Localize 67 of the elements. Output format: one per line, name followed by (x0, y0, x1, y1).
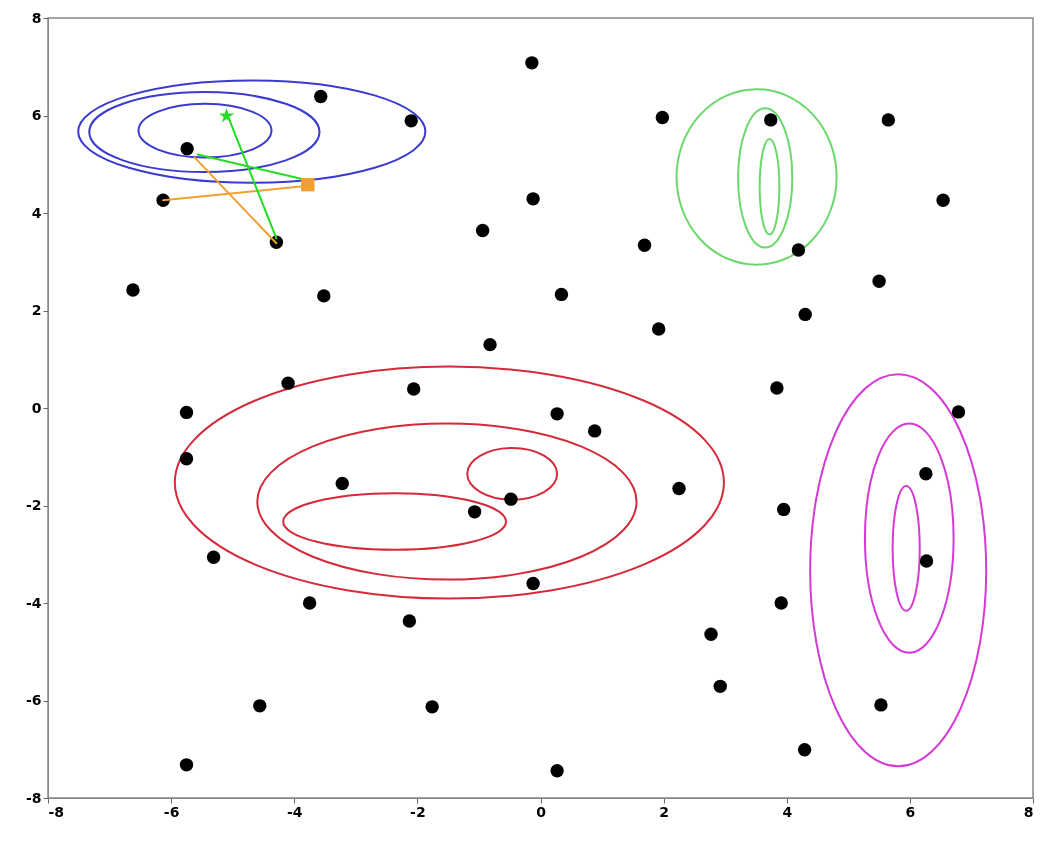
point (301, 178, 315, 192)
point (526, 192, 540, 206)
point (774, 596, 788, 610)
point (483, 337, 497, 352)
x-tick-label: -2 (410, 803, 426, 820)
x-tick-label: 6 (905, 803, 916, 820)
point (872, 274, 886, 288)
point (672, 481, 686, 496)
point (253, 699, 267, 713)
point (798, 307, 812, 322)
point (180, 141, 194, 156)
x-tick-label: -8 (48, 803, 65, 820)
point (704, 627, 718, 641)
point (951, 405, 966, 419)
point (504, 492, 518, 506)
point (335, 476, 349, 491)
point (881, 113, 896, 127)
x-tick-label: -4 (286, 803, 303, 820)
x-tick-label: 8 (1023, 803, 1034, 820)
point (179, 758, 194, 772)
point (206, 550, 221, 564)
x-tick-label: 2 (659, 803, 669, 820)
y-tick-label: 0 (31, 399, 42, 416)
point (791, 243, 806, 257)
y-tick-label: 2 (31, 302, 42, 318)
point (525, 56, 539, 70)
y-tick-label: 4 (31, 204, 42, 221)
point (179, 452, 194, 466)
point (713, 679, 727, 694)
point (587, 424, 602, 438)
point (874, 698, 888, 712)
point (406, 382, 421, 396)
point (550, 407, 564, 421)
point (919, 467, 933, 481)
point (302, 596, 317, 610)
point (554, 287, 569, 302)
point (550, 764, 564, 778)
x-tick-label: 4 (782, 803, 793, 820)
point (402, 614, 417, 628)
point (281, 376, 295, 390)
point (526, 576, 540, 591)
y-tick-label: -6 (25, 692, 42, 708)
point (179, 405, 194, 420)
point (797, 743, 812, 757)
point (770, 381, 784, 395)
point (776, 502, 791, 517)
y-tick-label: 6 (31, 107, 42, 123)
point (655, 110, 670, 125)
point (936, 193, 950, 208)
x-tick-label: 0 (536, 803, 547, 820)
point (218, 107, 235, 123)
point (425, 700, 439, 714)
point (651, 322, 666, 336)
point (126, 283, 140, 297)
point (637, 238, 652, 252)
y-tick-label: -4 (25, 594, 42, 611)
point (467, 505, 482, 519)
point (404, 114, 418, 128)
y-tick-label: 8 (31, 9, 42, 26)
point (317, 289, 331, 303)
point (919, 554, 934, 568)
x-tick-label: -6 (163, 803, 180, 820)
point (314, 89, 328, 104)
point (764, 113, 778, 127)
y-tick-label: -8 (25, 789, 42, 806)
y-tick-label: -2 (25, 497, 42, 513)
point (475, 223, 490, 238)
